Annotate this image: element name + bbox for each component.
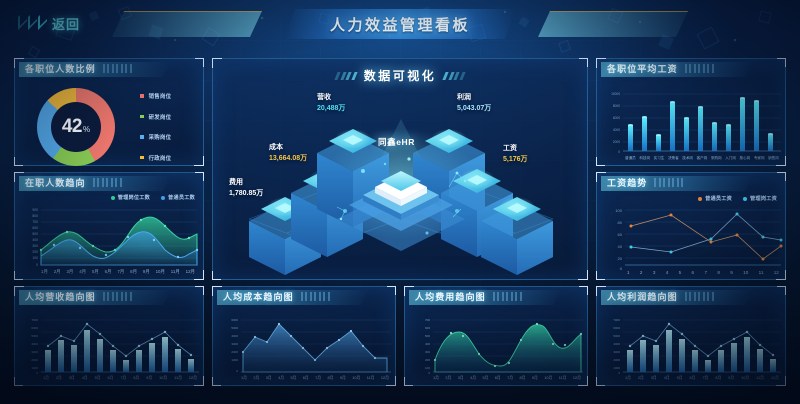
background-vignette	[0, 0, 800, 404]
